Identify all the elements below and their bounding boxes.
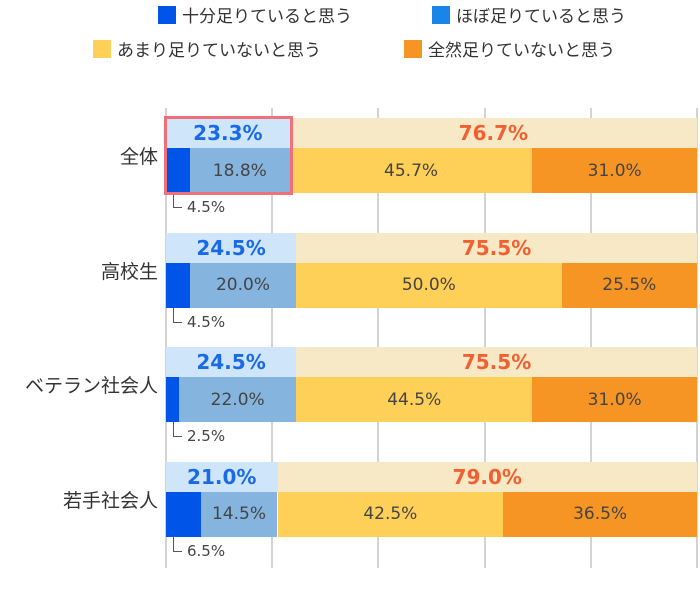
legend-label: 全然足りていないと思う <box>428 41 615 61</box>
gridline <box>377 108 380 568</box>
bar-segment: 44.5% <box>296 377 533 422</box>
small-segment-label: 2.5% <box>187 427 226 445</box>
bar-segment: 31.0% <box>532 148 697 193</box>
bar-segment <box>166 377 180 422</box>
leader-line <box>173 422 182 437</box>
bar-segment <box>166 491 201 537</box>
summary-sufficient-band: 24.5% <box>166 347 297 377</box>
leader-line <box>173 307 182 323</box>
bar-segment: 25.5% <box>561 262 697 308</box>
bar-segment: 45.7% <box>289 148 533 193</box>
legend-item: あまり足りていないと思う <box>93 36 321 61</box>
summary-insufficient-band: 76.7% <box>289 118 697 148</box>
legend-label: 十分足りていると思う <box>182 7 352 27</box>
highlight-box <box>164 116 293 195</box>
bar-segment: 22.0% <box>179 377 297 422</box>
summary-insufficient-band: 75.5% <box>296 347 697 377</box>
category-label: 全体 <box>119 146 158 168</box>
small-segment-label: 4.5% <box>187 198 226 216</box>
summary-insufficient-band: 79.0% <box>277 461 697 492</box>
legend-swatch <box>404 39 422 58</box>
small-segment-label: 6.5% <box>187 541 226 560</box>
bar-segment <box>166 148 190 193</box>
bar-segment: 42.5% <box>277 491 504 537</box>
gridline <box>483 108 486 568</box>
legend-item: ほぼ足りていると思う <box>432 2 626 27</box>
gridline <box>165 108 167 568</box>
summary-sufficient-band: 21.0% <box>166 461 278 492</box>
bar-segment: 36.5% <box>503 491 697 537</box>
legend-item: 十分足りていると思う <box>158 2 352 27</box>
summary-sufficient-band: 23.3% <box>166 118 290 148</box>
bar-segment: 31.0% <box>532 377 697 422</box>
summary-insufficient-band: 75.5% <box>296 232 697 263</box>
small-segment-label: 4.5% <box>187 312 226 331</box>
gridline <box>271 108 274 568</box>
bar-segment: 50.0% <box>296 262 562 308</box>
category-label: 若手社会人 <box>62 489 158 512</box>
legend-swatch <box>93 39 111 58</box>
leader-line <box>173 536 182 552</box>
gridline <box>589 108 592 568</box>
summary-sufficient-band: 24.5% <box>166 232 297 263</box>
gridline <box>696 108 698 568</box>
bar-segment: 14.5% <box>200 491 278 537</box>
leader-line <box>173 193 182 208</box>
category-label: 高校生 <box>100 260 158 283</box>
bar-segment <box>166 262 190 308</box>
legend-label: ほぼ足りていると思う <box>456 7 626 27</box>
bar-segment: 20.0% <box>189 262 297 308</box>
legend-label: あまり足りていないと思う <box>117 41 321 61</box>
bar-segment: 18.8% <box>189 148 290 193</box>
legend-swatch <box>432 5 450 24</box>
legend-swatch <box>158 5 176 24</box>
category-label: ベテラン社会人 <box>24 375 158 397</box>
legend-item: 全然足りていないと思う <box>404 36 615 61</box>
